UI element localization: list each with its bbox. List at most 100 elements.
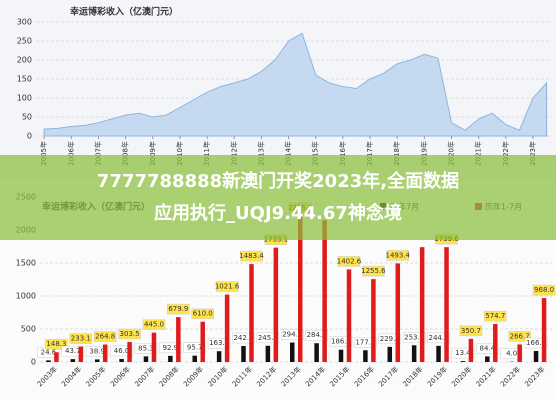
- label-box: [215, 281, 239, 292]
- bar: [395, 263, 401, 362]
- data-label: 233.1: [71, 335, 91, 343]
- bar: [216, 351, 222, 362]
- label-box: [256, 332, 280, 344]
- bar: [94, 359, 100, 362]
- bar: [54, 352, 59, 362]
- bar: [444, 247, 449, 362]
- data-label: 284.2: [307, 331, 327, 339]
- bar: [533, 351, 539, 362]
- bar: [119, 358, 124, 362]
- data-label: 84.4: [480, 344, 496, 352]
- data-label: 46.0: [114, 347, 130, 355]
- x-tick-label: 2016年: [338, 141, 347, 166]
- x-tick-label: 2014年: [284, 141, 293, 166]
- bar: [363, 350, 368, 362]
- data-label: 253.3: [404, 333, 424, 341]
- data-label: 1493.4: [386, 251, 411, 259]
- bar: [78, 346, 84, 362]
- label-box: [167, 303, 190, 315]
- label-box: [305, 329, 328, 341]
- bar: [102, 344, 108, 362]
- data-label: 610.0: [193, 310, 213, 318]
- y-tick-label: 250: [17, 37, 32, 46]
- data-label: 266.7: [510, 332, 530, 340]
- y-tick-label: 300: [17, 18, 32, 27]
- label-box: [329, 336, 353, 347]
- bar: [249, 264, 254, 362]
- bar: [46, 360, 51, 362]
- bar: [468, 338, 474, 362]
- bar: [411, 345, 417, 362]
- area: [43, 32, 548, 137]
- x-tick-label: 2020年: [447, 141, 456, 166]
- x-tick-label: 2022年: [501, 141, 510, 166]
- bar: [273, 247, 279, 362]
- banner: [0, 155, 556, 240]
- data-label: 445.0: [144, 321, 164, 329]
- label-box: [134, 343, 158, 354]
- label-box: [183, 342, 206, 353]
- data-label: 1483.4: [239, 252, 264, 260]
- bar: [322, 220, 327, 362]
- bar: [517, 344, 522, 362]
- y-tick-label: 200: [17, 56, 32, 65]
- data-label: 574.7: [485, 312, 505, 320]
- data-label: 186.2: [331, 338, 351, 346]
- x-tick-label: 2015年: [311, 141, 320, 166]
- label-box: [451, 347, 475, 359]
- bar: [265, 345, 271, 362]
- label-box: [232, 332, 255, 344]
- data-label: 24.6: [41, 348, 57, 356]
- chart-title: 幸运博彩收入（亿澳门元）: [70, 6, 178, 18]
- y-tick-label: 50: [22, 113, 32, 122]
- x-tick-label: 2006年: [66, 141, 75, 166]
- y-tick-label: 100: [17, 94, 32, 103]
- bar: [224, 294, 230, 362]
- bar: [436, 345, 441, 362]
- label-box: [69, 333, 93, 344]
- data-label: 85.3: [138, 344, 154, 352]
- y-tick-label: 150: [17, 75, 32, 84]
- data-label: 43.7: [65, 347, 81, 355]
- label-box: [337, 256, 361, 267]
- y-tick-label: 1000: [16, 292, 36, 301]
- label-box: [240, 250, 263, 262]
- y-tick-label: 0: [27, 132, 32, 141]
- label-box: [386, 250, 410, 261]
- x-tick-label: 2010年: [175, 141, 184, 166]
- x-tick-label: 2011年: [202, 141, 211, 166]
- data-label: 303.5: [120, 330, 140, 338]
- bar: [485, 356, 490, 362]
- bar: [338, 349, 344, 362]
- data-label: 163.1: [209, 339, 229, 347]
- label-box: [427, 332, 450, 344]
- bar: [387, 346, 393, 362]
- bar: [192, 355, 197, 362]
- bar: [127, 341, 132, 362]
- bar: [143, 356, 149, 362]
- x-tick-label: 2012年: [229, 141, 238, 166]
- label-box: [484, 310, 507, 322]
- data-label: 166.6: [526, 339, 547, 347]
- bar: [168, 355, 173, 362]
- data-label: 242.1: [233, 334, 253, 342]
- x-tick-label: 2023年: [528, 141, 537, 166]
- label-box: [159, 342, 182, 354]
- data-label: 244.5: [429, 334, 449, 342]
- data-label: 229.6: [380, 335, 401, 343]
- y-tick-label: 0: [31, 358, 36, 367]
- label-box: [378, 333, 402, 345]
- bar: [70, 359, 76, 362]
- data-label: 350.7: [461, 327, 481, 335]
- bar: [314, 343, 319, 362]
- bar: [290, 342, 295, 362]
- label-box: [110, 345, 133, 357]
- data-label: 294.9: [282, 331, 302, 339]
- x-tick-label: 2018年: [392, 141, 401, 166]
- x-tick-label: 2005年: [39, 141, 48, 166]
- label-box: [142, 319, 166, 330]
- label-box: [402, 332, 426, 343]
- banner-line: 7777788888新澳门开奖2023年,全面数据: [97, 170, 459, 192]
- label-box: [281, 329, 304, 340]
- x-tick-label: 2021年: [474, 141, 483, 166]
